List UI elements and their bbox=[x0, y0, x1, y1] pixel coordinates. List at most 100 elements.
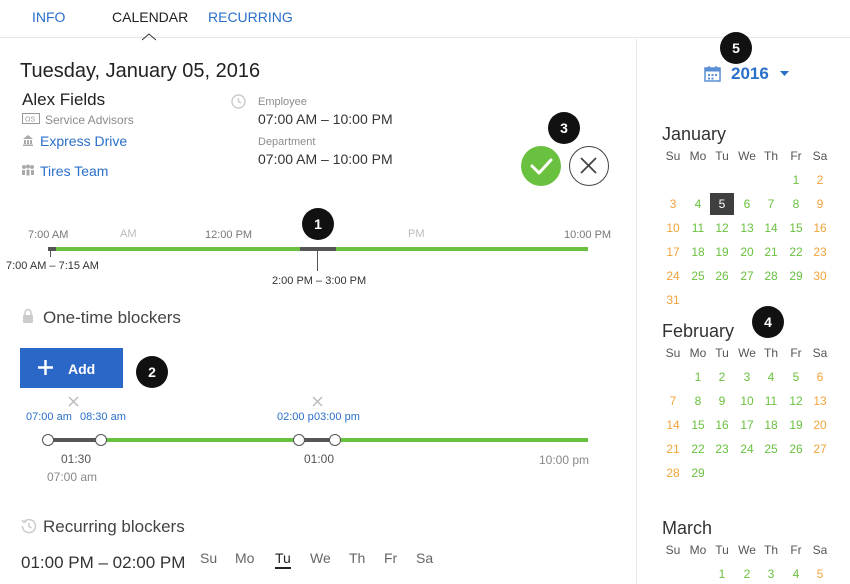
calendar-day[interactable]: 19 bbox=[789, 418, 803, 432]
blocker-2-end-handle[interactable] bbox=[329, 434, 341, 446]
calendar-day[interactable]: 13 bbox=[813, 394, 827, 408]
calendar-day[interactable]: 15 bbox=[789, 221, 803, 235]
calendar-day[interactable]: 4 bbox=[767, 370, 775, 384]
calendar-day[interactable]: 15 bbox=[691, 418, 705, 432]
calendar-day[interactable]: 22 bbox=[691, 442, 705, 456]
timeline-label-12pm: 12:00 PM bbox=[205, 229, 253, 241]
calendar-day[interactable]: 20 bbox=[740, 245, 754, 259]
calendar-day[interactable]: 31 bbox=[666, 293, 680, 307]
calendar-day[interactable]: 16 bbox=[813, 221, 827, 235]
reject-button[interactable] bbox=[569, 146, 609, 186]
calendar-day[interactable]: 2 bbox=[718, 370, 726, 384]
calendar-day[interactable]: 25 bbox=[764, 442, 778, 456]
chevron-down-icon[interactable] bbox=[780, 71, 789, 77]
calendar-day[interactable]: 11 bbox=[764, 394, 778, 408]
calendar-day[interactable]: 5 bbox=[816, 567, 824, 581]
weekday-su[interactable]: Su bbox=[200, 550, 218, 566]
blocker-1-start[interactable]: 07:00 am bbox=[26, 411, 72, 423]
calendar-day[interactable]: 1 bbox=[792, 173, 800, 187]
calendar-day[interactable]: 2 bbox=[743, 567, 751, 581]
calendar-day[interactable]: 7 bbox=[669, 394, 677, 408]
slider-end-label: 10:00 pm bbox=[539, 453, 590, 467]
calendar-day[interactable]: 26 bbox=[715, 269, 729, 283]
recurring-time-range[interactable]: 01:00 PM – 02:00 PM bbox=[21, 553, 186, 572]
calendar-day[interactable]: 3 bbox=[743, 370, 751, 384]
weekday-header: Th bbox=[763, 543, 778, 557]
tab-info[interactable]: INFO bbox=[32, 9, 66, 25]
calendar-day[interactable]: 24 bbox=[740, 442, 754, 456]
calendar-day[interactable]: 3 bbox=[669, 197, 677, 211]
calendar-day[interactable]: 4 bbox=[792, 567, 800, 581]
calendar-day[interactable]: 28 bbox=[666, 466, 680, 480]
blocker-2-start-handle[interactable] bbox=[293, 434, 305, 446]
calendar-day[interactable]: 4 bbox=[694, 197, 702, 211]
calendar-day[interactable]: 10 bbox=[740, 394, 754, 408]
calendar-day[interactable]: 29 bbox=[789, 269, 803, 283]
approve-button[interactable] bbox=[521, 146, 561, 186]
blocker-1-end[interactable]: 08:30 am bbox=[80, 411, 126, 423]
tab-recurring[interactable]: RECURRING bbox=[208, 9, 293, 25]
calendar-day[interactable]: 2 bbox=[816, 173, 824, 187]
calendar-day[interactable]: 25 bbox=[691, 269, 705, 283]
add-blocker-button[interactable]: Add bbox=[20, 348, 123, 388]
blocker-2-end[interactable]: 03:00 pm bbox=[314, 411, 360, 423]
calendar-day[interactable]: 27 bbox=[813, 442, 827, 456]
weekday-header: Mo bbox=[689, 149, 707, 163]
calendar-day[interactable]: 24 bbox=[666, 269, 680, 283]
calendar-day[interactable]: 14 bbox=[666, 418, 680, 432]
calendar-day[interactable]: 12 bbox=[789, 394, 803, 408]
calendar-day[interactable]: 7 bbox=[767, 197, 775, 211]
calendar-day[interactable]: 10 bbox=[666, 221, 680, 235]
year-selector[interactable]: 2016 bbox=[731, 64, 769, 83]
blocker-1-duration: 01:30 bbox=[61, 452, 92, 466]
weekday-we[interactable]: We bbox=[310, 550, 331, 566]
calendar-day[interactable]: 6 bbox=[816, 370, 824, 384]
calendar-day-selected[interactable]: 5 bbox=[710, 193, 734, 215]
calendar-day[interactable]: 8 bbox=[694, 394, 702, 408]
calendar-day[interactable]: 8 bbox=[792, 197, 800, 211]
calendar-day[interactable]: 30 bbox=[813, 269, 827, 283]
calendar-day[interactable]: 22 bbox=[789, 245, 803, 259]
calendar-day[interactable]: 11 bbox=[691, 221, 705, 235]
location-link[interactable]: Express Drive bbox=[40, 133, 128, 149]
calendar-day[interactable]: 26 bbox=[789, 442, 803, 456]
calendar-day[interactable]: 1 bbox=[718, 567, 726, 581]
calendar-day[interactable]: 27 bbox=[740, 269, 754, 283]
weekday-sa[interactable]: Sa bbox=[416, 550, 434, 566]
calendar-day[interactable]: 18 bbox=[764, 418, 778, 432]
calendar-day[interactable]: 19 bbox=[715, 245, 729, 259]
weekday-tu-selected[interactable]: Tu bbox=[275, 550, 291, 569]
calendar-day[interactable]: 18 bbox=[691, 245, 705, 259]
calendar-day[interactable]: 23 bbox=[813, 245, 827, 259]
calendar-day[interactable]: 9 bbox=[816, 197, 824, 211]
weekday-fr[interactable]: Fr bbox=[384, 550, 398, 566]
calendar-day[interactable]: 12 bbox=[715, 221, 729, 235]
calendar-day[interactable]: 28 bbox=[764, 269, 778, 283]
calendar-day[interactable]: 9 bbox=[718, 394, 726, 408]
close-icon bbox=[580, 157, 597, 174]
tab-calendar[interactable]: CALENDAR bbox=[112, 9, 189, 25]
calendar-day[interactable]: 6 bbox=[743, 197, 751, 211]
calendar-day[interactable]: 16 bbox=[715, 418, 729, 432]
team-link[interactable]: Tires Team bbox=[40, 163, 109, 179]
calendar-day[interactable]: 21 bbox=[666, 442, 680, 456]
month-title-0: January bbox=[662, 124, 727, 144]
calendar-day[interactable]: 14 bbox=[764, 221, 778, 235]
blocker-2-start[interactable]: 02:00 p bbox=[277, 411, 314, 423]
remove-blocker-2-icon[interactable] bbox=[312, 396, 323, 407]
blocker-1-end-handle[interactable] bbox=[95, 434, 107, 446]
blocker-1-start-handle[interactable] bbox=[42, 434, 54, 446]
weekday-th[interactable]: Th bbox=[349, 550, 366, 566]
calendar-day[interactable]: 17 bbox=[666, 245, 680, 259]
remove-blocker-1-icon[interactable] bbox=[68, 396, 79, 407]
calendar-day[interactable]: 21 bbox=[764, 245, 778, 259]
calendar-day[interactable]: 17 bbox=[740, 418, 754, 432]
calendar-day[interactable]: 20 bbox=[813, 418, 827, 432]
calendar-day[interactable]: 1 bbox=[694, 370, 702, 384]
weekday-mo[interactable]: Mo bbox=[235, 550, 255, 566]
calendar-day[interactable]: 29 bbox=[691, 466, 705, 480]
calendar-day[interactable]: 5 bbox=[792, 370, 800, 384]
calendar-day[interactable]: 13 bbox=[740, 221, 754, 235]
calendar-day[interactable]: 3 bbox=[767, 567, 775, 581]
calendar-day[interactable]: 23 bbox=[715, 442, 729, 456]
